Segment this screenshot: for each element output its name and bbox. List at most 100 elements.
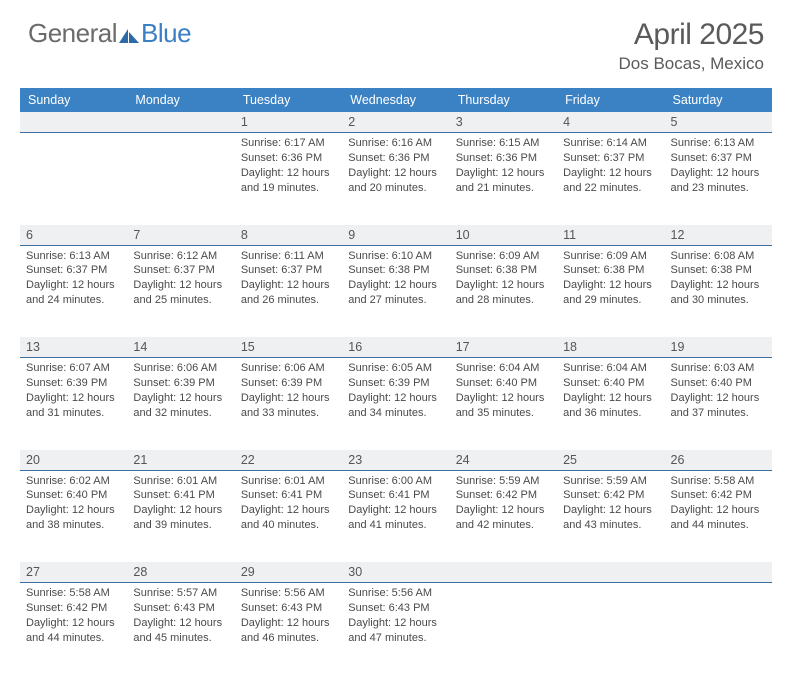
sunrise-line: Sunrise: 6:00 AM <box>348 474 443 489</box>
day-cell-text: Sunrise: 6:01 AMSunset: 6:41 PMDaylight:… <box>133 471 228 533</box>
day-cell-text: Sunrise: 5:58 AMSunset: 6:42 PMDaylight:… <box>26 583 121 645</box>
day-number-cell: 13 <box>20 337 127 358</box>
sunrise-line: Sunrise: 5:58 AM <box>26 586 121 601</box>
day-cell-text: Sunrise: 6:01 AMSunset: 6:41 PMDaylight:… <box>241 471 336 533</box>
day-cell-text: Sunrise: 6:06 AMSunset: 6:39 PMDaylight:… <box>241 358 336 420</box>
title-block: April 2025 Dos Bocas, Mexico <box>619 18 765 74</box>
logo-part2: Blue <box>141 18 191 48</box>
daylight-line: Daylight: 12 hours and 25 minutes. <box>133 278 228 308</box>
day-cell: Sunrise: 6:13 AMSunset: 6:37 PMDaylight:… <box>20 245 127 337</box>
sunset-line: Sunset: 6:42 PM <box>456 488 551 503</box>
day-cell-text: Sunrise: 5:56 AMSunset: 6:43 PMDaylight:… <box>241 583 336 645</box>
sunset-line: Sunset: 6:39 PM <box>241 376 336 391</box>
day-cell-text: Sunrise: 6:17 AMSunset: 6:36 PMDaylight:… <box>241 133 336 195</box>
sunset-line: Sunset: 6:41 PM <box>133 488 228 503</box>
daylight-line: Daylight: 12 hours and 37 minutes. <box>671 391 766 421</box>
day-header-sunday: Sunday <box>20 88 127 112</box>
daylight-line: Daylight: 12 hours and 38 minutes. <box>26 503 121 533</box>
daylight-line: Daylight: 12 hours and 27 minutes. <box>348 278 443 308</box>
day-number-cell: 10 <box>450 225 557 246</box>
day-cell-text: Sunrise: 6:05 AMSunset: 6:39 PMDaylight:… <box>348 358 443 420</box>
daylight-line: Daylight: 12 hours and 47 minutes. <box>348 616 443 646</box>
header: General Blue April 2025 Dos Bocas, Mexico <box>0 0 792 82</box>
sunrise-line: Sunrise: 6:03 AM <box>671 361 766 376</box>
day-cell: Sunrise: 5:56 AMSunset: 6:43 PMDaylight:… <box>342 583 449 675</box>
day-cell-text: Sunrise: 6:00 AMSunset: 6:41 PMDaylight:… <box>348 471 443 533</box>
daylight-line: Daylight: 12 hours and 19 minutes. <box>241 166 336 196</box>
day-cell-text: Sunrise: 6:06 AMSunset: 6:39 PMDaylight:… <box>133 358 228 420</box>
sunset-line: Sunset: 6:39 PM <box>26 376 121 391</box>
day-number-cell <box>450 562 557 583</box>
day-number-cell: 3 <box>450 112 557 133</box>
day-number-cell: 6 <box>20 225 127 246</box>
day-cell: Sunrise: 6:13 AMSunset: 6:37 PMDaylight:… <box>665 133 772 225</box>
sunrise-line: Sunrise: 6:05 AM <box>348 361 443 376</box>
sunset-line: Sunset: 6:41 PM <box>241 488 336 503</box>
day-cell-text: Sunrise: 6:07 AMSunset: 6:39 PMDaylight:… <box>26 358 121 420</box>
day-cell <box>450 583 557 675</box>
day-cell-text: Sunrise: 6:04 AMSunset: 6:40 PMDaylight:… <box>563 358 658 420</box>
day-number-cell: 5 <box>665 112 772 133</box>
day-cell-text: Sunrise: 6:13 AMSunset: 6:37 PMDaylight:… <box>26 246 121 308</box>
daylight-line: Daylight: 12 hours and 45 minutes. <box>133 616 228 646</box>
sunset-line: Sunset: 6:38 PM <box>563 263 658 278</box>
sunrise-line: Sunrise: 6:14 AM <box>563 136 658 151</box>
daylight-line: Daylight: 12 hours and 46 minutes. <box>241 616 336 646</box>
day-cell-text: Sunrise: 6:14 AMSunset: 6:37 PMDaylight:… <box>563 133 658 195</box>
day-number-cell: 26 <box>665 450 772 471</box>
sunset-line: Sunset: 6:42 PM <box>563 488 658 503</box>
daylight-line: Daylight: 12 hours and 24 minutes. <box>26 278 121 308</box>
sunset-line: Sunset: 6:37 PM <box>671 151 766 166</box>
sunrise-line: Sunrise: 6:07 AM <box>26 361 121 376</box>
day-number-cell: 20 <box>20 450 127 471</box>
day-number-cell: 8 <box>235 225 342 246</box>
sunset-line: Sunset: 6:37 PM <box>133 263 228 278</box>
sunrise-line: Sunrise: 6:10 AM <box>348 249 443 264</box>
day-cell: Sunrise: 6:02 AMSunset: 6:40 PMDaylight:… <box>20 470 127 562</box>
day-cell <box>20 133 127 225</box>
daynum-row: 12345 <box>20 112 772 133</box>
sunrise-line: Sunrise: 6:02 AM <box>26 474 121 489</box>
daylight-line: Daylight: 12 hours and 44 minutes. <box>671 503 766 533</box>
week-row: Sunrise: 6:13 AMSunset: 6:37 PMDaylight:… <box>20 245 772 337</box>
day-number-cell: 14 <box>127 337 234 358</box>
sunrise-line: Sunrise: 6:06 AM <box>241 361 336 376</box>
sunset-line: Sunset: 6:42 PM <box>671 488 766 503</box>
day-cell: Sunrise: 6:10 AMSunset: 6:38 PMDaylight:… <box>342 245 449 337</box>
day-number-cell: 25 <box>557 450 664 471</box>
daynum-row: 27282930 <box>20 562 772 583</box>
sunrise-line: Sunrise: 6:06 AM <box>133 361 228 376</box>
day-cell: Sunrise: 6:06 AMSunset: 6:39 PMDaylight:… <box>235 358 342 450</box>
day-number-cell: 17 <box>450 337 557 358</box>
daylight-line: Daylight: 12 hours and 20 minutes. <box>348 166 443 196</box>
day-cell-text: Sunrise: 5:59 AMSunset: 6:42 PMDaylight:… <box>456 471 551 533</box>
day-cell: Sunrise: 6:03 AMSunset: 6:40 PMDaylight:… <box>665 358 772 450</box>
day-number-cell: 22 <box>235 450 342 471</box>
day-cell: Sunrise: 6:15 AMSunset: 6:36 PMDaylight:… <box>450 133 557 225</box>
daylight-line: Daylight: 12 hours and 30 minutes. <box>671 278 766 308</box>
day-cell-text: Sunrise: 6:02 AMSunset: 6:40 PMDaylight:… <box>26 471 121 533</box>
sunset-line: Sunset: 6:38 PM <box>671 263 766 278</box>
sunrise-line: Sunrise: 6:04 AM <box>563 361 658 376</box>
logo-part1: General <box>28 18 117 48</box>
daylight-line: Daylight: 12 hours and 29 minutes. <box>563 278 658 308</box>
week-row: Sunrise: 6:07 AMSunset: 6:39 PMDaylight:… <box>20 358 772 450</box>
daylight-line: Daylight: 12 hours and 39 minutes. <box>133 503 228 533</box>
sunrise-line: Sunrise: 5:59 AM <box>456 474 551 489</box>
day-number-cell: 18 <box>557 337 664 358</box>
day-number-cell: 15 <box>235 337 342 358</box>
day-cell: Sunrise: 5:59 AMSunset: 6:42 PMDaylight:… <box>450 470 557 562</box>
day-number-cell: 21 <box>127 450 234 471</box>
sunrise-line: Sunrise: 6:17 AM <box>241 136 336 151</box>
sunrise-line: Sunrise: 6:11 AM <box>241 249 336 264</box>
day-cell: Sunrise: 5:57 AMSunset: 6:43 PMDaylight:… <box>127 583 234 675</box>
day-number-cell: 27 <box>20 562 127 583</box>
day-cell: Sunrise: 6:06 AMSunset: 6:39 PMDaylight:… <box>127 358 234 450</box>
daylight-line: Daylight: 12 hours and 43 minutes. <box>563 503 658 533</box>
location-label: Dos Bocas, Mexico <box>619 54 765 74</box>
sunset-line: Sunset: 6:41 PM <box>348 488 443 503</box>
day-header-tuesday: Tuesday <box>235 88 342 112</box>
sunrise-line: Sunrise: 5:59 AM <box>563 474 658 489</box>
page-title: April 2025 <box>619 18 765 52</box>
day-header-wednesday: Wednesday <box>342 88 449 112</box>
